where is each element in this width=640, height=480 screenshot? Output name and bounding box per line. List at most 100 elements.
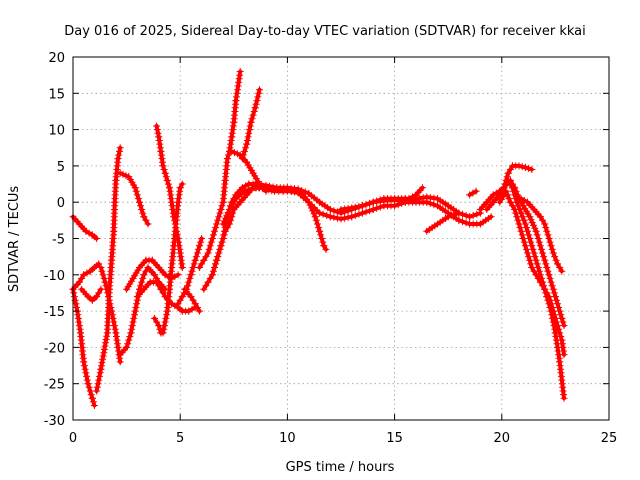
series-arc-14 — [181, 285, 203, 315]
data-point-marker — [74, 311, 82, 319]
data-point-marker — [114, 343, 122, 351]
data-point-marker — [95, 376, 103, 384]
data-point-marker — [337, 215, 345, 223]
data-point-marker — [333, 214, 341, 222]
data-point-marker — [193, 249, 201, 257]
data-point-marker — [184, 282, 192, 290]
data-point-marker — [160, 325, 168, 333]
data-point-marker — [351, 203, 359, 211]
data-point-marker — [283, 187, 291, 195]
data-point-marker — [247, 118, 255, 126]
data-point-marker — [161, 318, 169, 326]
data-point-marker — [509, 202, 516, 210]
data-point-marker — [80, 362, 88, 370]
data-point-marker — [111, 325, 119, 333]
data-point-marker — [105, 296, 113, 304]
data-point-marker — [455, 216, 463, 224]
data-point-marker — [521, 242, 529, 250]
data-point-marker — [236, 68, 244, 75]
data-point-marker — [506, 166, 514, 173]
data-point-marker — [511, 184, 519, 192]
data-point-marker — [517, 195, 525, 203]
data-point-marker — [90, 402, 98, 409]
data-point-marker — [255, 89, 263, 97]
data-point-marker — [330, 207, 338, 215]
data-point-marker — [556, 329, 564, 337]
data-point-marker — [116, 147, 123, 155]
data-point-marker — [523, 245, 530, 253]
data-point-marker — [142, 267, 150, 275]
data-point-marker — [528, 242, 536, 250]
data-point-marker — [555, 325, 563, 333]
y-tick-label: -5 — [52, 233, 65, 248]
data-point-marker — [551, 293, 559, 301]
data-point-marker — [455, 209, 463, 217]
data-point-marker — [541, 285, 549, 293]
data-point-marker — [543, 227, 551, 235]
data-point-marker — [405, 195, 413, 203]
data-point-marker — [102, 282, 110, 290]
data-point-marker — [99, 271, 107, 279]
data-point-marker — [220, 217, 228, 225]
data-point-marker — [315, 224, 322, 232]
data-point-marker — [358, 209, 366, 217]
data-point-marker — [311, 213, 319, 221]
data-point-marker — [101, 278, 109, 286]
x-tick-label: 10 — [279, 431, 296, 446]
chart-title: Day 016 of 2025, Sidereal Day-to-day VTE… — [64, 24, 586, 39]
data-point-marker — [202, 253, 210, 261]
data-point-marker — [318, 235, 326, 242]
series-arc-26 — [496, 187, 568, 359]
data-point-marker — [178, 264, 186, 271]
data-point-marker — [70, 293, 78, 301]
data-point-marker — [162, 314, 170, 322]
data-point-marker — [193, 304, 201, 311]
data-point-marker — [560, 322, 568, 330]
data-point-marker — [216, 209, 224, 217]
data-point-marker — [104, 289, 112, 297]
data-point-marker — [217, 206, 225, 213]
data-point-marker — [473, 210, 481, 218]
data-point-marker — [451, 210, 459, 218]
data-point-marker — [208, 271, 216, 279]
data-point-marker — [84, 380, 92, 388]
data-point-marker — [254, 93, 262, 101]
data-point-marker — [542, 224, 550, 232]
data-point-marker — [244, 133, 252, 141]
data-point-marker — [95, 260, 103, 268]
data-point-marker — [75, 278, 83, 286]
data-point-marker — [323, 212, 331, 219]
data-point-marker — [241, 187, 248, 195]
data-point-marker — [128, 322, 136, 330]
data-point-marker — [248, 185, 256, 193]
data-point-marker — [256, 86, 263, 94]
data-point-marker — [155, 282, 163, 290]
plot-frame — [72, 56, 610, 421]
data-point-marker — [229, 126, 237, 134]
series-arc-4 — [78, 285, 105, 304]
data-point-marker — [161, 322, 168, 330]
data-point-marker — [133, 191, 141, 199]
data-point-marker — [518, 163, 526, 171]
data-point-marker — [509, 180, 516, 188]
data-point-marker — [250, 108, 258, 115]
data-point-marker — [252, 100, 260, 108]
data-point-marker — [104, 293, 112, 301]
data-point-marker — [351, 212, 359, 219]
data-point-marker — [312, 216, 320, 224]
data-point-marker — [139, 209, 147, 217]
data-point-marker — [539, 282, 546, 290]
data-point-marker — [241, 147, 248, 155]
data-point-marker — [96, 369, 104, 377]
series-arc-5 — [93, 144, 124, 395]
data-point-marker — [112, 333, 120, 340]
data-point-marker — [546, 274, 554, 282]
data-point-marker — [557, 333, 565, 340]
data-point-marker — [521, 220, 529, 228]
data-point-marker — [188, 305, 196, 313]
data-point-marker — [523, 224, 530, 232]
data-point-marker — [462, 212, 470, 219]
data-point-marker — [515, 162, 523, 170]
data-point-marker — [317, 231, 325, 239]
data-point-marker — [341, 214, 349, 222]
